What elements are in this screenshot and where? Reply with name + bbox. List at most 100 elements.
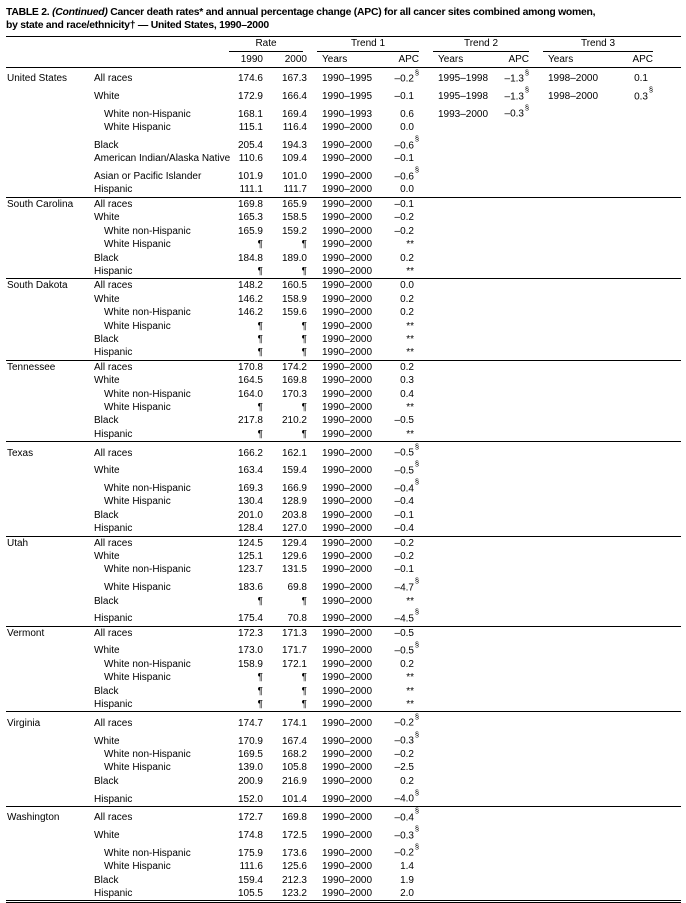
trend2-years-cell xyxy=(426,252,494,265)
trend1-years-cell: 1990–2000 xyxy=(322,658,373,670)
table-row: Black ¶ ¶ 1990–2000 ** xyxy=(6,685,681,698)
table-row: Hispanic ¶ ¶ 1990–2000 ** xyxy=(6,698,681,712)
trend1-apc-cell: ** xyxy=(406,333,414,345)
race-ethnicity-cell: White Hispanic xyxy=(104,672,171,684)
rate-2000-cell: ¶ xyxy=(301,320,307,332)
rate-1990-cell: 205.4 xyxy=(237,139,263,151)
state-group: Utah All races 124.5 129.4 1990–2000 –0.2 Whit… xyxy=(6,536,681,626)
trend2-years-cell xyxy=(426,577,494,595)
trend3-years-cell xyxy=(536,748,610,761)
rate-2000-cell: 210.2 xyxy=(281,415,307,427)
trend3-years-cell xyxy=(536,166,610,184)
rate-2000-cell: 127.0 xyxy=(281,523,307,535)
trend3-apc-cell xyxy=(610,658,681,671)
trend1-apc-cell: –0.2§ xyxy=(394,841,419,859)
trend1-years-cell: 1990–2000 xyxy=(322,320,373,332)
rate-2000-cell: 167.3 xyxy=(281,73,307,85)
race-ethnicity-cell: All races xyxy=(94,537,133,549)
trend2-years-cell xyxy=(426,658,494,671)
table-row: White 174.8 172.5 1990–2000 –0.3§ xyxy=(6,824,681,843)
race-ethnicity-cell: Black xyxy=(94,139,119,151)
rate-1990-cell: 217.8 xyxy=(237,415,263,427)
rate-1990-cell: ¶ xyxy=(257,333,263,345)
rate-1990-cell: 164.5 xyxy=(237,375,263,387)
trend1-apc-cell: –2.5 xyxy=(394,762,414,774)
trend1-years-cell: 1990–2000 xyxy=(322,198,373,210)
table-row: Black ¶ ¶ 1990–2000 ** xyxy=(6,333,681,346)
rate-2000-cell: 158.9 xyxy=(281,293,307,305)
state-group: United States All races 174.6 167.3 1990–199… xyxy=(6,67,681,198)
race-ethnicity-cell: Hispanic xyxy=(94,887,133,899)
state-cell xyxy=(6,495,82,508)
table-row: American Indian/Alaska Native 110.6 109.4 1… xyxy=(6,152,681,165)
trend2-years-cell xyxy=(426,509,494,522)
state-cell xyxy=(6,842,82,860)
trend3-apc-cell xyxy=(610,401,681,414)
rate-2000-cell: 101.4 xyxy=(281,793,307,805)
section-footnote-marker: § xyxy=(648,85,653,95)
trend3-apc-cell xyxy=(610,428,681,442)
state-cell: Washington xyxy=(7,812,60,824)
race-ethnicity-cell: White xyxy=(94,551,120,563)
section-footnote-marker: § xyxy=(414,824,419,834)
trend2-apc-cell xyxy=(494,225,536,238)
trend1-years-cell: 1990–2000 xyxy=(322,225,373,237)
trend3-apc-cell xyxy=(610,698,681,712)
trend2-apc-cell xyxy=(494,825,536,843)
trend2-apc-cell xyxy=(494,252,536,265)
trend2-group-header: Trend 2 xyxy=(426,37,536,52)
trend1-years-cell: 1990–2000 xyxy=(322,627,373,639)
trend1-apc-cell: ** xyxy=(406,401,414,413)
rate-1990-cell: 105.5 xyxy=(237,887,263,899)
rate-2000-cell: 111.7 xyxy=(283,184,307,196)
trend2-years-cell xyxy=(426,414,494,427)
race-ethnicity-cell: White non-Hispanic xyxy=(104,483,191,494)
table-row: White Hispanic 183.6 69.8 1990–2000 –4.7§ xyxy=(6,576,681,595)
trend2-apc-cell xyxy=(494,238,536,251)
race-ethnicity-cell: White non-Hispanic xyxy=(104,388,191,400)
table-row: South Dakota All races 148.2 160.5 1990–2000… xyxy=(6,279,681,293)
trend1-years-cell: 1990–2000 xyxy=(322,829,373,841)
table-row: White Hispanic 139.0 105.8 1990–2000 –2.5 xyxy=(6,761,681,774)
table-row: White Hispanic ¶ ¶ 1990–2000 ** xyxy=(6,671,681,684)
race-ethnicity-cell: All races xyxy=(94,447,133,459)
trend3-group-header: Trend 3 xyxy=(536,37,681,52)
trend2-years-cell xyxy=(426,121,494,134)
rate-2000-cell: ¶ xyxy=(301,401,307,413)
state-cell xyxy=(6,874,82,887)
trend2-apc-cell xyxy=(494,860,536,873)
table-row: White 146.2 158.9 1990–2000 0.2 xyxy=(6,293,681,306)
trend1-years-cell: 1990–2000 xyxy=(322,184,373,196)
table-title-text: Cancer death rates* and annual percentag… xyxy=(110,7,596,18)
section-footnote-marker: § xyxy=(414,841,419,851)
table-row: Hispanic ¶ ¶ 1990–2000 ** xyxy=(6,265,681,279)
trend1-years-cell: 1990–2000 xyxy=(322,280,373,292)
trend2-years-cell xyxy=(426,346,494,360)
trend3-years-cell xyxy=(536,509,610,522)
rate-1990-cell: 152.0 xyxy=(237,793,263,805)
trend2-apc-cell xyxy=(494,279,536,293)
rate-2000-cell: 159.6 xyxy=(281,307,307,319)
table-row: White non-Hispanic 165.9 159.2 1990–2000 –0.… xyxy=(6,225,681,238)
race-ethnicity-cell: Hispanic xyxy=(94,699,133,711)
trend3-apc-cell xyxy=(610,183,681,197)
race-ethnicity-cell: All races xyxy=(94,280,133,292)
race-ethnicity-cell: Black xyxy=(94,685,119,697)
trend2-years-cell xyxy=(426,712,494,730)
trend2-apc-cell xyxy=(494,730,536,748)
trend2-years-cell xyxy=(426,135,494,153)
trend2-apc-cell xyxy=(494,595,536,608)
rate-2000-cell: 173.6 xyxy=(281,847,307,859)
trend1-years-cell: 1990–2000 xyxy=(322,564,373,576)
trend1-apc-cell: 0.2 xyxy=(400,307,414,319)
trend3-apc-cell xyxy=(610,842,681,860)
trend2-apc-cell xyxy=(494,166,536,184)
table-row: Black 201.0 203.8 1990–2000 –0.1 xyxy=(6,509,681,522)
trend1-years-cell: 1990–2000 xyxy=(322,847,373,859)
trend3-years-cell xyxy=(536,238,610,251)
trend1-apc-cell: –0.5§ xyxy=(394,441,419,459)
trend3-apc-cell xyxy=(610,640,681,658)
rate-2000-cell: 168.2 xyxy=(281,748,307,760)
trend3-years-cell xyxy=(536,788,610,806)
state-cell: Utah xyxy=(7,537,29,549)
